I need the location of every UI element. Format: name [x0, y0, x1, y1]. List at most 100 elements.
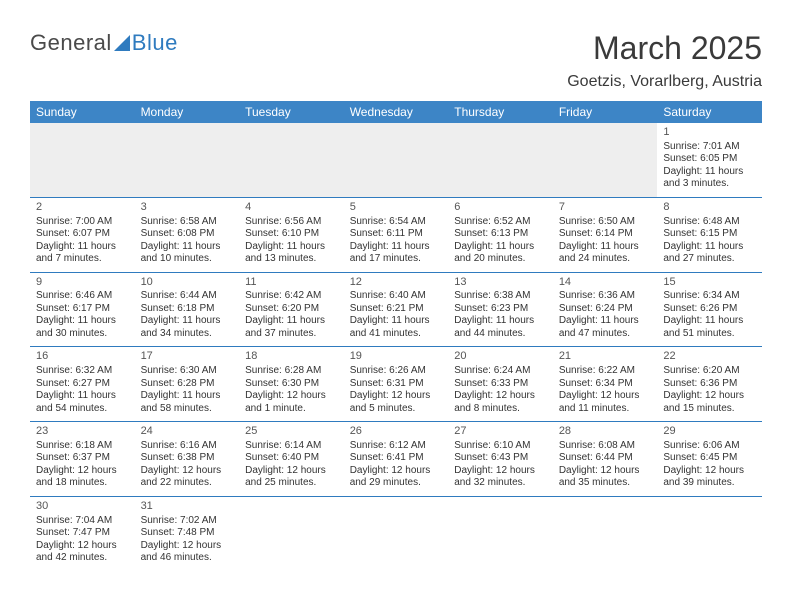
day-number: 17 [141, 350, 234, 364]
calendar-cell [239, 123, 344, 197]
day-info-line: Sunset: 6:14 PM [559, 228, 652, 241]
day-number: 30 [36, 500, 129, 514]
day-info-line: Daylight: 12 hours [454, 465, 547, 478]
day-info-line: and 3 minutes. [663, 178, 756, 191]
calendar-cell: 28Sunrise: 6:08 AMSunset: 6:44 PMDayligh… [553, 422, 658, 497]
day-info-line: Daylight: 11 hours [663, 241, 756, 254]
day-info-line: Sunrise: 6:40 AM [350, 290, 443, 303]
calendar-week: 16Sunrise: 6:32 AMSunset: 6:27 PMDayligh… [30, 347, 762, 422]
calendar-cell: 18Sunrise: 6:28 AMSunset: 6:30 PMDayligh… [239, 347, 344, 422]
day-info-line: and 29 minutes. [350, 477, 443, 490]
calendar-cell: 4Sunrise: 6:56 AMSunset: 6:10 PMDaylight… [239, 197, 344, 272]
day-number: 5 [350, 201, 443, 215]
day-number: 1 [663, 126, 756, 140]
day-number: 13 [454, 276, 547, 290]
day-info-line: Sunrise: 6:48 AM [663, 216, 756, 229]
day-info-line: and 13 minutes. [245, 253, 338, 266]
day-number: 3 [141, 201, 234, 215]
day-number: 20 [454, 350, 547, 364]
day-info-line: Sunrise: 6:34 AM [663, 290, 756, 303]
calendar-cell: 10Sunrise: 6:44 AMSunset: 6:18 PMDayligh… [135, 272, 240, 347]
day-number: 7 [559, 201, 652, 215]
day-info-line: Sunrise: 6:14 AM [245, 440, 338, 453]
day-info-line: Sunset: 6:44 PM [559, 452, 652, 465]
day-info-line: Sunset: 6:40 PM [245, 452, 338, 465]
day-info-line: and 15 minutes. [663, 403, 756, 416]
calendar-cell: 6Sunrise: 6:52 AMSunset: 6:13 PMDaylight… [448, 197, 553, 272]
day-number: 8 [663, 201, 756, 215]
day-number: 23 [36, 425, 129, 439]
logo: GeneralBlue [30, 30, 178, 56]
day-info-line: and 47 minutes. [559, 328, 652, 341]
calendar-cell [553, 123, 658, 197]
calendar-cell: 25Sunrise: 6:14 AMSunset: 6:40 PMDayligh… [239, 422, 344, 497]
day-info-line: and 10 minutes. [141, 253, 234, 266]
sail-icon [114, 35, 130, 51]
day-info-line: Sunrise: 6:18 AM [36, 440, 129, 453]
day-info-line: Daylight: 12 hours [350, 465, 443, 478]
day-info-line: and 17 minutes. [350, 253, 443, 266]
calendar-cell: 16Sunrise: 6:32 AMSunset: 6:27 PMDayligh… [30, 347, 135, 422]
day-info-line: Daylight: 11 hours [245, 241, 338, 254]
day-info-line: and 24 minutes. [559, 253, 652, 266]
day-info-line: Sunset: 7:48 PM [141, 527, 234, 540]
calendar-cell: 22Sunrise: 6:20 AMSunset: 6:36 PMDayligh… [657, 347, 762, 422]
day-info-line: Sunrise: 7:02 AM [141, 515, 234, 528]
calendar-cell: 3Sunrise: 6:58 AMSunset: 6:08 PMDaylight… [135, 197, 240, 272]
day-info-line: Sunrise: 6:56 AM [245, 216, 338, 229]
day-info-line: Sunset: 6:13 PM [454, 228, 547, 241]
day-info-line: Daylight: 11 hours [141, 315, 234, 328]
day-info-line: Sunset: 6:05 PM [663, 153, 756, 166]
logo-text-blue: Blue [132, 30, 178, 56]
day-info-line: Daylight: 12 hours [663, 390, 756, 403]
day-info-line: and 51 minutes. [663, 328, 756, 341]
calendar-cell: 5Sunrise: 6:54 AMSunset: 6:11 PMDaylight… [344, 197, 449, 272]
day-info-line: Daylight: 11 hours [36, 241, 129, 254]
title-block: March 2025 Goetzis, Vorarlberg, Austria [567, 30, 762, 91]
day-info-line: Sunrise: 6:08 AM [559, 440, 652, 453]
day-number: 12 [350, 276, 443, 290]
calendar-cell [657, 496, 762, 570]
day-info-line: and 18 minutes. [36, 477, 129, 490]
day-number: 14 [559, 276, 652, 290]
day-info-line: Daylight: 11 hours [141, 241, 234, 254]
calendar-cell: 31Sunrise: 7:02 AMSunset: 7:48 PMDayligh… [135, 496, 240, 570]
day-info-line: and 27 minutes. [663, 253, 756, 266]
day-info-line: Sunset: 6:08 PM [141, 228, 234, 241]
day-info-line: and 20 minutes. [454, 253, 547, 266]
day-number: 21 [559, 350, 652, 364]
day-number: 18 [245, 350, 338, 364]
calendar-cell [344, 496, 449, 570]
day-info-line: Sunset: 6:41 PM [350, 452, 443, 465]
day-info-line: Daylight: 11 hours [245, 315, 338, 328]
day-info-line: Sunset: 6:26 PM [663, 303, 756, 316]
day-info-line: Sunrise: 6:20 AM [663, 365, 756, 378]
location: Goetzis, Vorarlberg, Austria [567, 73, 762, 91]
day-info-line: Sunset: 6:37 PM [36, 452, 129, 465]
calendar-cell [553, 496, 658, 570]
calendar-week: 30Sunrise: 7:04 AMSunset: 7:47 PMDayligh… [30, 496, 762, 570]
day-info-line: Sunrise: 6:10 AM [454, 440, 547, 453]
day-info-line: Daylight: 12 hours [36, 540, 129, 553]
day-info-line: Daylight: 12 hours [559, 465, 652, 478]
day-info-line: Sunrise: 6:24 AM [454, 365, 547, 378]
calendar-week: 1Sunrise: 7:01 AMSunset: 6:05 PMDaylight… [30, 123, 762, 197]
calendar-cell: 17Sunrise: 6:30 AMSunset: 6:28 PMDayligh… [135, 347, 240, 422]
day-number: 15 [663, 276, 756, 290]
day-info-line: Sunset: 6:34 PM [559, 378, 652, 391]
day-info-line: Daylight: 12 hours [350, 390, 443, 403]
day-header: Wednesday [344, 101, 449, 123]
day-number: 29 [663, 425, 756, 439]
day-info-line: and 42 minutes. [36, 552, 129, 565]
day-info-line: Daylight: 11 hours [663, 166, 756, 179]
calendar-cell: 24Sunrise: 6:16 AMSunset: 6:38 PMDayligh… [135, 422, 240, 497]
day-info-line: and 44 minutes. [454, 328, 547, 341]
day-header: Saturday [657, 101, 762, 123]
day-info-line: Sunset: 7:47 PM [36, 527, 129, 540]
calendar-cell: 7Sunrise: 6:50 AMSunset: 6:14 PMDaylight… [553, 197, 658, 272]
day-info-line: Daylight: 11 hours [350, 241, 443, 254]
day-info-line: Sunrise: 7:04 AM [36, 515, 129, 528]
day-info-line: Sunset: 6:21 PM [350, 303, 443, 316]
day-number: 22 [663, 350, 756, 364]
day-info-line: Daylight: 11 hours [559, 315, 652, 328]
